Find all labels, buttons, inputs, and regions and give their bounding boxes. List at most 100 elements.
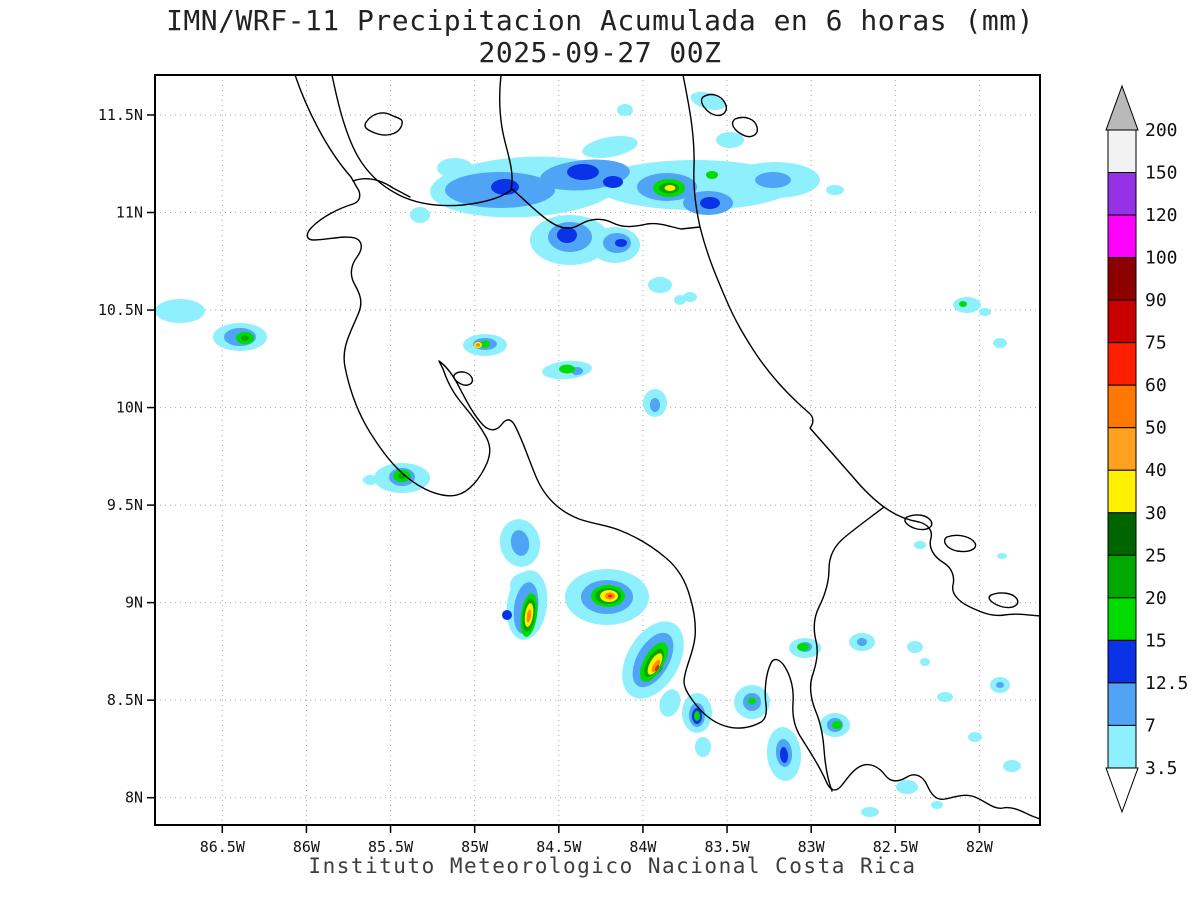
coastline-layer: [294, 75, 1040, 820]
precip-cell: [931, 801, 943, 809]
precip-cell: [510, 530, 530, 556]
coastline-path: [511, 188, 701, 230]
precip-cell: [410, 207, 430, 223]
colorbar-segment: [1107, 682, 1137, 726]
precip-cell: [694, 711, 700, 721]
precip-cell: [664, 185, 676, 191]
precip-cell: [748, 697, 756, 705]
precip-cell: [1003, 760, 1021, 772]
colorbar-label: 60: [1145, 375, 1167, 396]
coastline-path: [809, 506, 885, 792]
coastline-path: [294, 75, 1040, 820]
lat-tick-label: 9.5N: [107, 496, 143, 514]
precip-cell: [648, 277, 672, 293]
lon-tick-label: 86W: [293, 838, 321, 856]
precip-cell: [526, 609, 532, 623]
colorbar-label: 50: [1145, 418, 1167, 439]
lat-tick-label: 10.5N: [98, 301, 143, 319]
colorbar-label: 100: [1145, 248, 1178, 269]
precip-cell: [608, 594, 612, 598]
precip-cell: [997, 553, 1007, 559]
precip-cell: [826, 185, 844, 195]
colorbar-label: 25: [1145, 545, 1167, 566]
coastline-path: [352, 178, 411, 198]
colorbar: 200 150 120 100 90 75 60 50 40 30 25 20 15 12.5 7 3.5: [1105, 84, 1188, 814]
coastline-path: [682, 75, 1040, 617]
precip-cell: [907, 641, 923, 653]
precip-cell: [937, 692, 953, 702]
precip-cell: [959, 301, 967, 307]
precip-cell: [557, 227, 577, 243]
lat-tick-label: 11.5N: [98, 106, 143, 124]
precip-cell: [690, 91, 726, 111]
lon-tick-label: 83.5W: [704, 838, 750, 856]
coastline-path: [731, 116, 758, 138]
coastline-path: [331, 75, 513, 207]
precip-cell: [716, 132, 744, 148]
lon-tick-label: 82.5W: [873, 838, 919, 856]
colorbar-segment: [1107, 342, 1137, 386]
colorbar-label: 12.5: [1145, 673, 1188, 694]
precip-cell: [155, 299, 205, 323]
colorbar-label: 75: [1145, 333, 1167, 354]
colorbar-segment: [1107, 172, 1137, 216]
precip-cell: [363, 475, 377, 485]
chart-subtitle-date: 2025-09-27 00Z: [478, 36, 722, 69]
colorbar-arrow-top: [1105, 84, 1139, 131]
lon-tick-label: 83W: [798, 838, 826, 856]
precip-cell: [683, 292, 697, 302]
precip-cell: [797, 643, 809, 651]
precip-cell: [700, 197, 720, 209]
lat-tick-label: 10N: [116, 399, 143, 417]
footer-institution: Instituto Meteorologico Nacional Costa R…: [308, 854, 917, 878]
colorbar-label: 7: [1145, 715, 1156, 736]
colorbar-arrow-bottom: [1105, 767, 1139, 814]
chart-title: IMN/WRF-11 Precipitacion Acumulada en 6 …: [166, 4, 1034, 37]
precip-cell: [502, 610, 512, 620]
precip-cell: [861, 807, 879, 817]
precip-cell: [650, 398, 660, 412]
colorbar-segment: [1107, 554, 1137, 599]
precip-cell: [437, 158, 473, 178]
precip-cell: [896, 780, 918, 794]
colorbar-segment: [1107, 299, 1137, 344]
precip-cell: [241, 335, 249, 341]
precip-cell: [993, 338, 1007, 348]
colorbar-segment: [1107, 129, 1137, 174]
precip-cell: [567, 164, 599, 180]
precip-cell: [914, 541, 926, 549]
lat-tick-label: 8.5N: [107, 691, 143, 709]
colorbar-label: 200: [1145, 120, 1178, 141]
precip-cell: [755, 172, 791, 188]
lon-tick-label: 85W: [461, 838, 489, 856]
lat-tick-label: 11N: [116, 204, 143, 222]
colorbar-segment: [1107, 597, 1137, 641]
precip-cell: [491, 179, 519, 195]
colorbar-label: 120: [1145, 205, 1178, 226]
coastline-path: [364, 112, 403, 136]
coastline-path: [943, 534, 977, 553]
precip-cell: [674, 295, 686, 305]
precip-cell: [832, 721, 842, 729]
precip-cell: [475, 343, 481, 347]
coastline-path: [453, 371, 474, 386]
precip-cell: [659, 689, 681, 717]
precip-cell: [654, 664, 660, 672]
lon-tick-label: 85.5W: [368, 838, 414, 856]
precip-cell: [953, 297, 981, 313]
colorbar-label: 150: [1145, 163, 1178, 184]
coastline-path: [988, 592, 1019, 609]
precip-cell: [779, 747, 789, 763]
colorbar-segment: [1107, 384, 1137, 429]
precipitation-cells-layer: [155, 91, 1021, 817]
colorbar-segment: [1107, 639, 1137, 684]
precip-cell: [857, 638, 867, 646]
precip-cell: [559, 364, 575, 374]
colorbar-label: 20: [1145, 588, 1167, 609]
precip-cell: [706, 171, 718, 179]
colorbar-segment: [1107, 512, 1137, 556]
colorbar-label: 90: [1145, 290, 1167, 311]
precip-cell: [651, 659, 661, 673]
precip-cell: [617, 104, 633, 116]
